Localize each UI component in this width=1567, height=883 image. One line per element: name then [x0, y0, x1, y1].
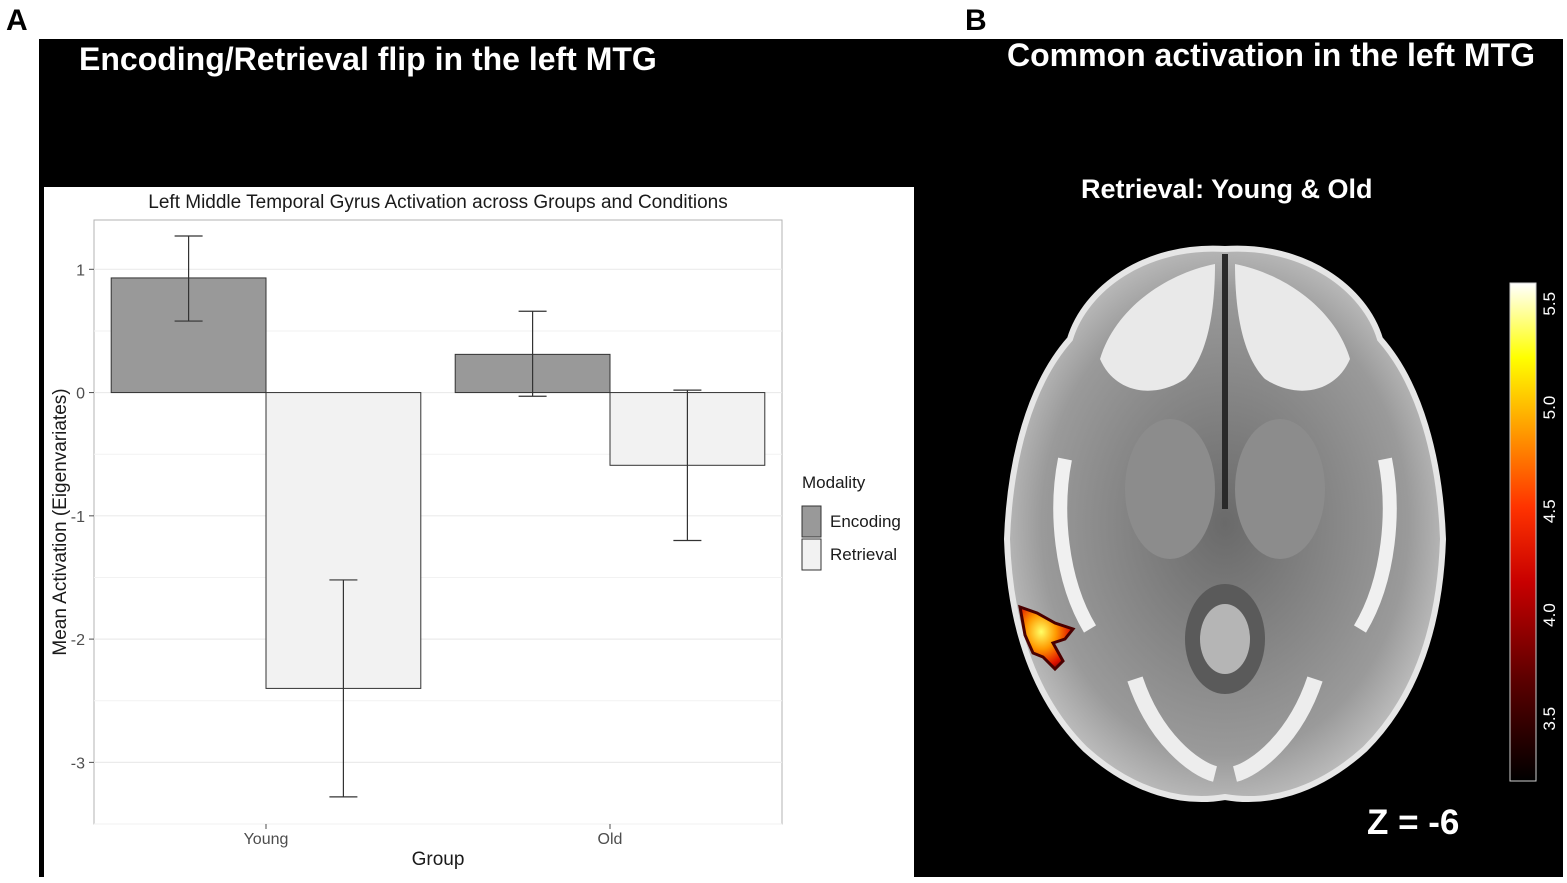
panel-b: Common activation in the left MTG Retrie… — [915, 39, 1563, 877]
y-tick-label: -1 — [71, 509, 85, 526]
colorbar-tick-label: 5.5 — [1540, 292, 1559, 316]
brain-outline — [1003, 245, 1447, 802]
legend-label-retrieval: Retrieval — [830, 545, 897, 564]
legend-title: Modality — [802, 473, 866, 492]
colorbar — [1509, 282, 1537, 782]
bar-chart: -3 -2 -1 0 1 Young Old Left Middle Temporal Gyr… — [44, 187, 914, 877]
colorbar-tick-label: 4.5 — [1540, 499, 1559, 523]
legend-label-encoding: Encoding — [830, 512, 901, 531]
panel-b-subtitle: Retrieval: Young & Old — [1081, 174, 1373, 204]
y-tick-label: -2 — [71, 632, 85, 649]
panel-a-letter: A — [6, 4, 28, 37]
panel-a-title: Encoding/Retrieval flip in the left MTG — [79, 41, 657, 77]
panel-b-title: Common activation in the left MTG — [1007, 37, 1536, 73]
y-tick-label: 0 — [76, 386, 85, 403]
activation-cluster — [1018, 604, 1076, 672]
colorbar-tick-label: 3.5 — [1540, 707, 1559, 731]
legend-key-encoding — [801, 505, 822, 538]
x-tick-label: Young — [244, 831, 289, 848]
z-coordinate-label: Z = -6 — [1367, 803, 1459, 842]
x-axis-title: Group — [412, 849, 465, 870]
colorbar-tick-label: 5.0 — [1540, 396, 1559, 420]
legend-key-retrieval — [801, 538, 822, 571]
chart-title: Left Middle Temporal Gyrus Activation ac… — [148, 192, 727, 213]
x-tick-label: Old — [598, 831, 623, 848]
bar-chart-svg: -3 -2 -1 0 1 Young Old Left Middle Temporal Gyr… — [50, 192, 901, 870]
brain-slice-image: 3.5 4.0 4.5 5.0 5.5 Z = -6 — [1003, 245, 1559, 842]
y-axis-title: Mean Activation (Eigenvariates) — [50, 388, 71, 655]
y-tick-label: -3 — [71, 755, 85, 772]
y-tick-label: 1 — [76, 262, 85, 279]
panel-b-letter: B — [965, 4, 987, 37]
colorbar-tick-label: 4.0 — [1540, 603, 1559, 627]
colorbar-ticks: 3.5 4.0 4.5 5.0 5.5 — [1540, 292, 1559, 731]
